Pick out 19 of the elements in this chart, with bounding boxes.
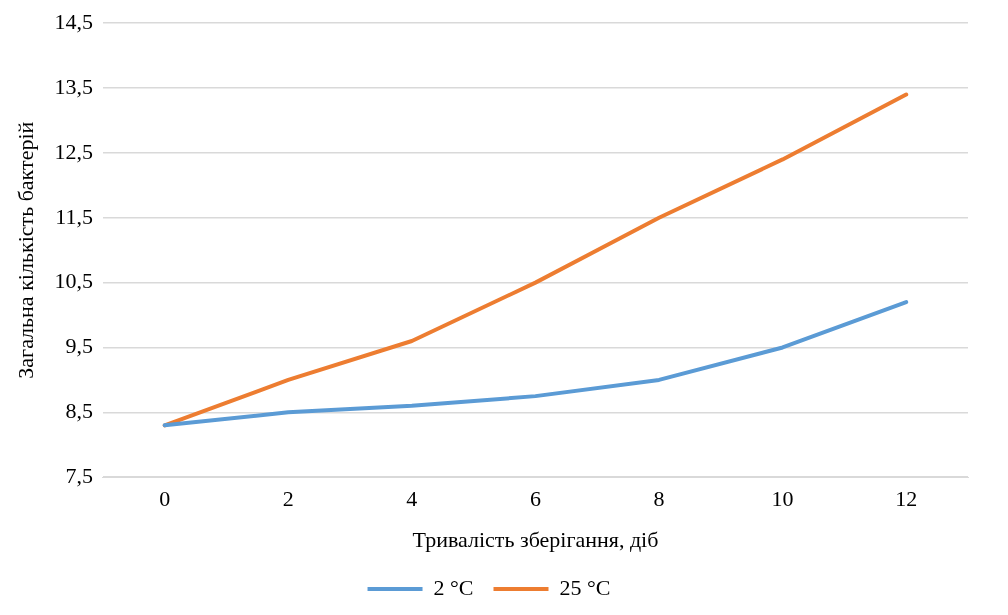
x-tick-label: 6 bbox=[529, 486, 541, 512]
x-tick-label: 2 bbox=[282, 486, 294, 512]
y-tick-label: 7,5 bbox=[65, 462, 93, 488]
x-tick-label: 0 bbox=[159, 486, 171, 512]
x-tick-label: 4 bbox=[406, 486, 418, 512]
legend-label: 25 °C bbox=[559, 574, 611, 600]
y-tick-label: 14,5 bbox=[54, 8, 93, 34]
x-tick-label: 8 bbox=[653, 486, 665, 512]
x-axis-title: Тривалість зберігання, діб bbox=[412, 526, 659, 552]
y-tick-label: 8,5 bbox=[65, 398, 93, 424]
x-tick-label: 12 bbox=[895, 486, 918, 512]
x-tick-label: 10 bbox=[771, 486, 794, 512]
y-axis-title: Загальна кількість бактерій bbox=[12, 121, 38, 379]
y-tick-label: 9,5 bbox=[65, 333, 93, 359]
y-tick-label: 12,5 bbox=[54, 138, 93, 164]
y-tick-label: 10,5 bbox=[54, 268, 93, 294]
legend-label: 2 °C bbox=[433, 574, 474, 600]
y-tick-label: 13,5 bbox=[54, 73, 93, 99]
y-tick-label: 11,5 bbox=[55, 203, 93, 229]
